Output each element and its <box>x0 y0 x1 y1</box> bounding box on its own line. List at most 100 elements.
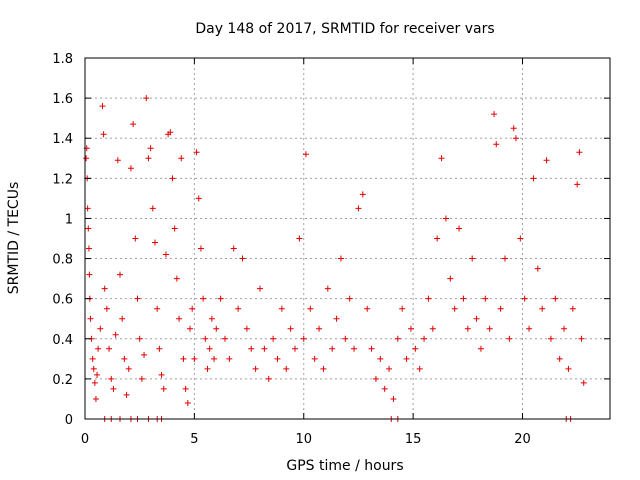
data-point <box>121 355 128 362</box>
data-point <box>85 245 92 252</box>
data-point <box>296 235 303 242</box>
data-point <box>112 331 119 338</box>
data-point <box>90 365 97 372</box>
data-point <box>539 305 546 312</box>
data-point <box>329 345 336 352</box>
data-point <box>346 295 353 302</box>
data-point <box>460 295 467 302</box>
data-point <box>138 375 145 382</box>
data-point <box>386 365 393 372</box>
data-point <box>316 325 323 332</box>
data-point <box>101 285 108 292</box>
data-point <box>132 235 139 242</box>
data-point <box>283 365 290 372</box>
y-tick-label: 1.6 <box>52 92 73 107</box>
data-point <box>486 325 493 332</box>
data-point <box>556 355 563 362</box>
axis-ticks: 0 0.2 0.4 0.6 0.8 1 1.2 1.4 1.6 1.8 0 5 10 15 20 <box>52 52 610 447</box>
data-point <box>517 235 524 242</box>
data-point <box>208 315 215 322</box>
data-point <box>287 325 294 332</box>
data-point <box>252 365 259 372</box>
data-point <box>412 345 419 352</box>
data-point <box>145 155 152 162</box>
data-point <box>119 315 126 322</box>
data-point <box>399 305 406 312</box>
data-point <box>425 295 432 302</box>
data-point <box>189 305 196 312</box>
data-point <box>178 155 185 162</box>
data-point <box>493 141 500 148</box>
data-point <box>265 375 272 382</box>
data-point <box>543 157 550 164</box>
data-point <box>359 191 366 198</box>
data-point <box>381 385 388 392</box>
data-point <box>274 355 281 362</box>
data-point <box>114 157 121 164</box>
data-point <box>447 275 454 282</box>
data-point <box>152 239 158 246</box>
data-point <box>421 335 428 342</box>
data-point <box>125 365 132 372</box>
data-point <box>182 385 189 392</box>
data-point <box>565 365 572 372</box>
data-point <box>86 271 93 278</box>
data-point <box>403 355 410 362</box>
x-tick-label: 5 <box>190 432 198 447</box>
y-tick-label: 1.4 <box>52 132 73 147</box>
data-point <box>141 351 148 358</box>
data-point <box>213 325 220 332</box>
data-point <box>158 371 165 378</box>
data-point <box>100 131 107 138</box>
data-point <box>95 345 102 352</box>
y-tick-label: 1.8 <box>52 52 73 67</box>
y-tick-label: 1 <box>65 212 73 227</box>
data-point <box>351 345 358 352</box>
data-point <box>526 325 533 332</box>
data-point <box>169 175 176 182</box>
data-point <box>416 365 423 372</box>
y-tick-label: 1.2 <box>52 172 73 187</box>
data-point <box>217 295 224 302</box>
data-point <box>561 325 568 332</box>
data-point <box>510 125 517 132</box>
data-point <box>108 375 115 382</box>
data-point <box>502 255 508 262</box>
data-point <box>521 295 528 302</box>
data-point <box>206 345 213 352</box>
data-point <box>191 355 198 362</box>
data-point <box>364 305 371 312</box>
y-tick-label: 0.2 <box>52 373 73 388</box>
data-point <box>106 345 113 352</box>
data-point <box>117 271 123 278</box>
data-point <box>390 395 397 402</box>
data-point <box>311 355 318 362</box>
data-point <box>92 395 99 402</box>
data-points <box>83 95 587 422</box>
data-point <box>195 195 202 202</box>
data-point <box>202 335 209 342</box>
data-point <box>491 111 498 118</box>
data-point <box>552 295 559 302</box>
y-axis-label: SRMTID / TECUs <box>6 182 22 295</box>
data-point <box>130 121 137 128</box>
data-point <box>197 245 204 252</box>
data-point <box>434 235 441 242</box>
x-tick-label: 0 <box>81 432 89 447</box>
data-point <box>149 205 156 212</box>
data-point <box>442 215 449 222</box>
x-tick-label: 20 <box>514 432 531 447</box>
data-point <box>143 95 150 102</box>
data-point <box>134 295 141 302</box>
data-point <box>85 225 92 232</box>
data-point <box>180 355 187 362</box>
x-tick-label: 10 <box>295 432 312 447</box>
data-point <box>193 149 200 156</box>
data-point <box>469 255 476 262</box>
plot-frame <box>84 57 611 420</box>
data-point <box>530 175 537 182</box>
data-point <box>184 399 191 406</box>
data-point <box>147 145 154 152</box>
x-axis-label: GPS time / hours <box>286 458 403 474</box>
